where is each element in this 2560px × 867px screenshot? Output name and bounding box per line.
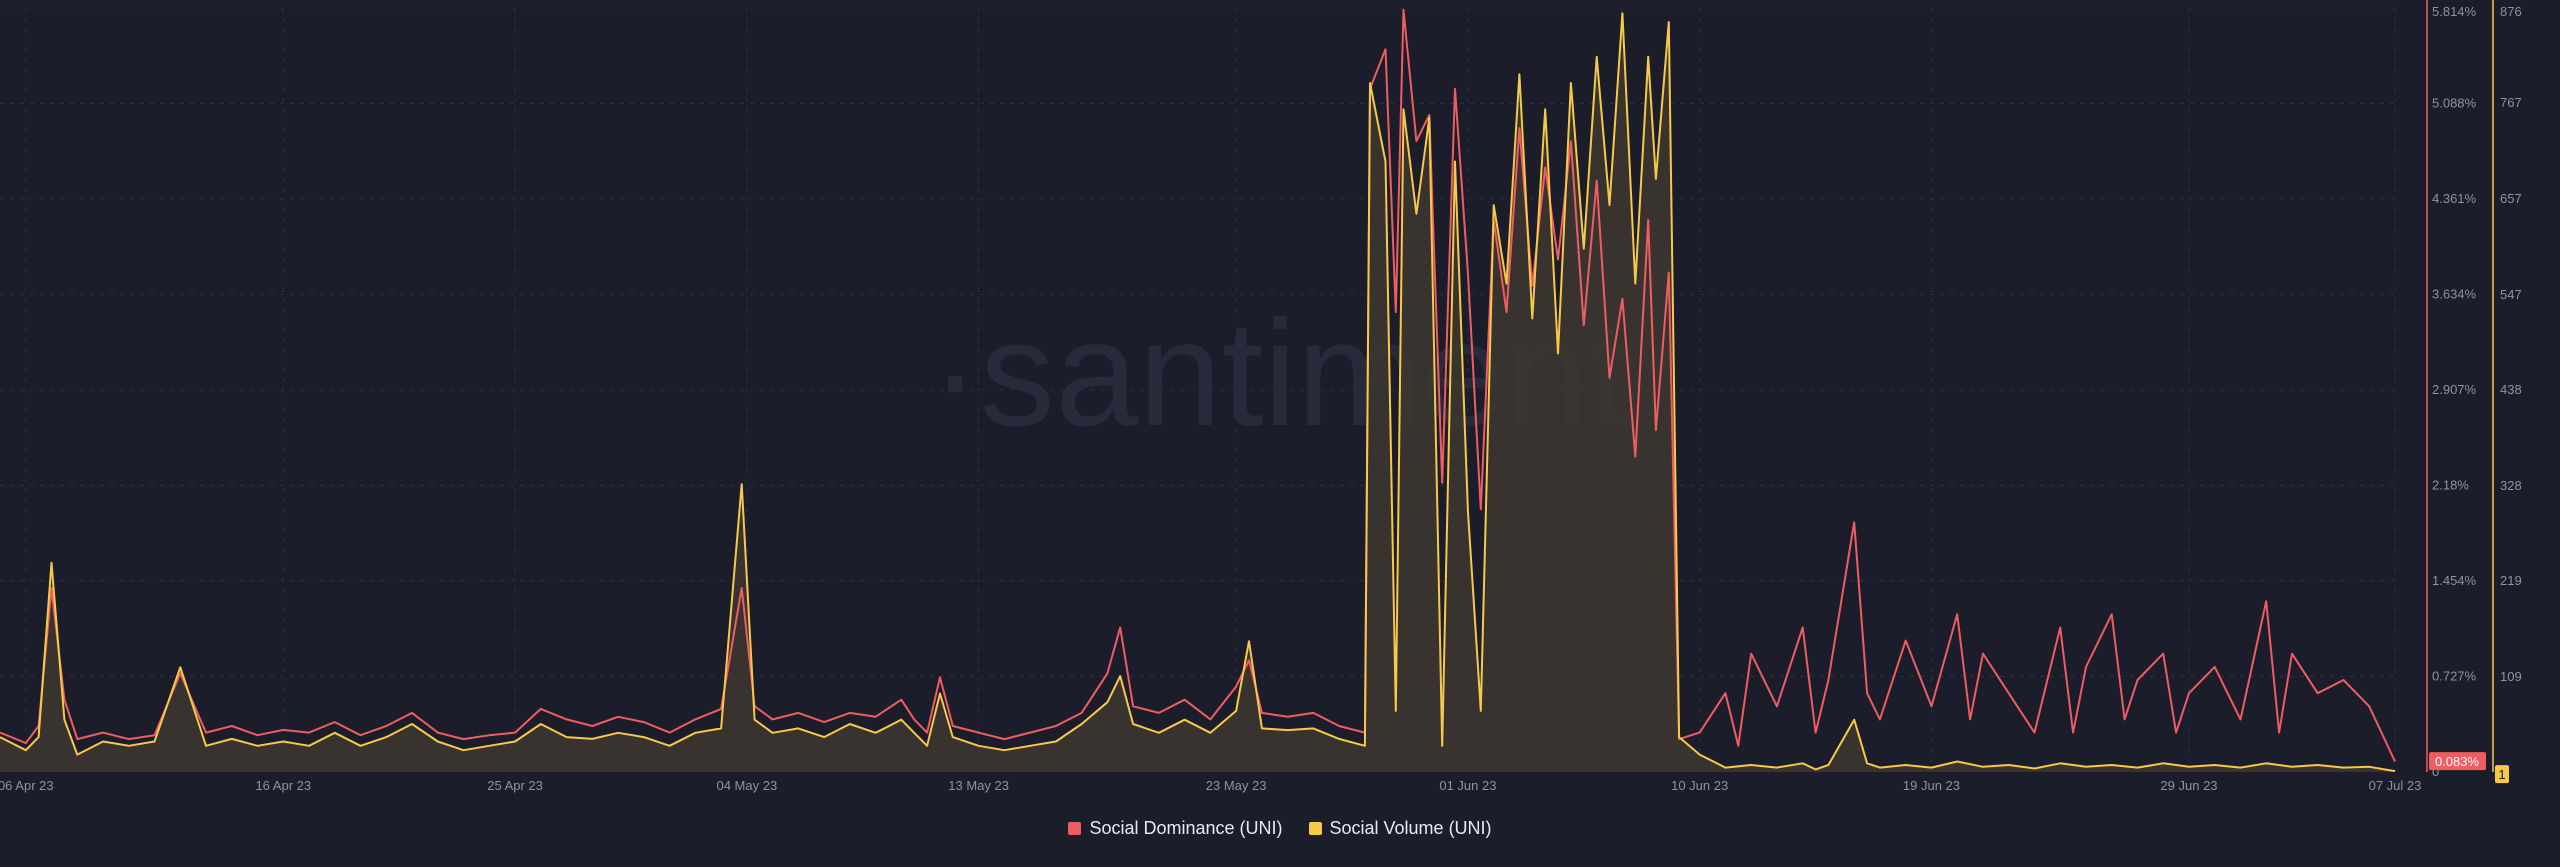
series-layer (0, 8, 2396, 773)
x-tick-label: 07 Jul 23 (2369, 778, 2422, 793)
legend-label-dominance: Social Dominance (UNI) (1089, 818, 1283, 838)
dominance-last-value-badge (2429, 752, 2486, 771)
volume-last-value-badge (2495, 765, 2509, 784)
y-left-tick-label: 2.907% (2432, 382, 2477, 397)
y-left-tick-label: 0 (2432, 764, 2439, 779)
y-left-tick-label: 2.18% (2432, 478, 2469, 493)
grid (0, 7, 2396, 772)
y-left-tick-label: 3.634% (2432, 286, 2477, 301)
y-right-tick-label: 109 (2500, 669, 2522, 684)
legend: Social Dominance (UNI) Social Volume (UN… (0, 818, 2560, 839)
y-left-tick-label: 1.454% (2432, 573, 2477, 588)
x-tick-label: 16 Apr 23 (255, 778, 311, 793)
y-left-tick-label: 5.088% (2432, 95, 2477, 110)
x-tick-label: 23 May 23 (1206, 778, 1267, 793)
legend-swatch-dominance (1068, 822, 1082, 835)
legend-item-social-dominance[interactable]: Social Dominance (UNI) (1068, 818, 1283, 839)
legend-label-volume: Social Volume (UNI) (1329, 818, 1492, 838)
y-left-tick-label: 0.727% (2432, 668, 2477, 683)
y-right-tick-label: 438 (2500, 382, 2522, 397)
x-tick-label: 29 Jun 23 (2160, 778, 2217, 793)
y-right-tick-label: 657 (2500, 191, 2522, 206)
y-right-tick-label: 219 (2500, 573, 2522, 588)
x-tick-label: 06 Apr 23 (0, 778, 54, 793)
y-right-tick-label: 328 (2500, 478, 2522, 493)
social-volume-line (0, 12, 2396, 773)
dominance-last-value: 0.083% (2435, 754, 2480, 769)
x-tick-label: 04 May 23 (716, 778, 777, 793)
x-tick-label: 10 Jun 23 (1671, 778, 1728, 793)
y-left-tick-label: 4.361% (2432, 191, 2477, 206)
x-tick-label: 25 Apr 23 (487, 778, 543, 793)
legend-swatch-volume (1308, 822, 1322, 835)
y-right-tick-label: 876 (2500, 4, 2522, 19)
legend-item-social-volume[interactable]: Social Volume (UNI) (1308, 818, 1492, 839)
y-right-tick-label: 547 (2500, 287, 2522, 302)
volume-last-value: 1 (2498, 767, 2505, 782)
y-right-tick-label: 767 (2500, 95, 2522, 110)
x-tick-label: 01 Jun 23 (1439, 778, 1496, 793)
y-left-tick-label: 5.814% (2432, 4, 2477, 19)
axes: 06 Apr 23 16 Apr 23 25 Apr 23 04 May 23 13 M… (0, 0, 2522, 793)
x-tick-label: 13 May 23 (948, 778, 1009, 793)
x-tick-label: 19 Jun 23 (1903, 778, 1960, 793)
